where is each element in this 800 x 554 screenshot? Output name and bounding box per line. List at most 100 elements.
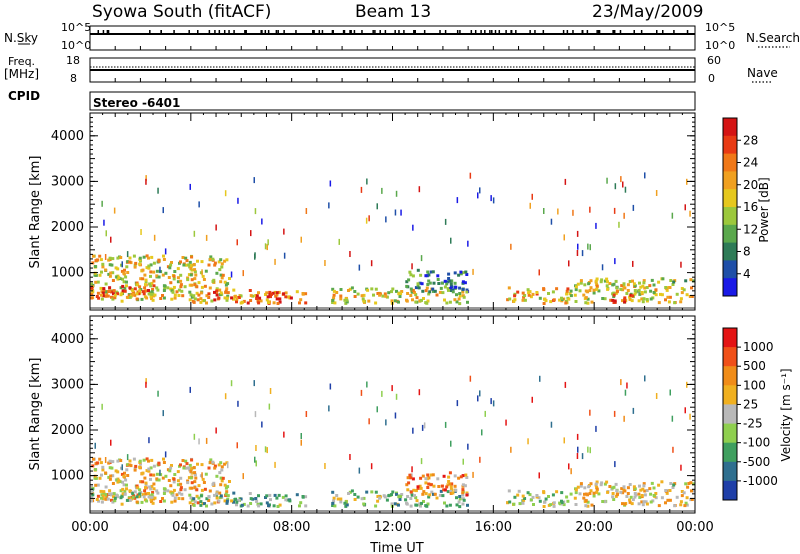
echo-cell — [141, 290, 145, 294]
scatter-echo — [601, 264, 604, 271]
echo-cell — [225, 501, 229, 505]
echo-cell — [579, 279, 583, 283]
scatter-echo — [164, 248, 167, 255]
echo-cell — [606, 280, 609, 284]
echo-cell — [339, 297, 343, 301]
echo-cell — [209, 458, 213, 462]
echo-cell — [522, 498, 526, 502]
echo-cell — [114, 266, 118, 270]
echo-cell — [590, 503, 594, 507]
echo-cell — [239, 294, 243, 298]
scatter-echo — [505, 419, 507, 426]
echo-cell — [299, 501, 303, 505]
echo-cell — [102, 288, 106, 292]
echo-cell — [192, 300, 196, 304]
echo-cell — [123, 268, 126, 272]
echo-cell — [528, 493, 532, 497]
echo-cell — [395, 289, 398, 293]
echo-cell — [665, 491, 669, 495]
echo-cell — [443, 279, 447, 283]
echo-cell — [690, 489, 693, 493]
echo-cell — [592, 291, 596, 295]
echo-cell — [215, 474, 219, 478]
scatter-echo — [564, 381, 567, 388]
echo-cell — [211, 460, 215, 464]
echo-cell — [654, 288, 658, 292]
echo-cell — [199, 300, 203, 304]
echo-cell — [410, 290, 414, 294]
echo-cell — [633, 487, 637, 491]
echo-cell — [135, 292, 139, 296]
echo-cell — [186, 479, 190, 483]
echo-cell — [176, 479, 180, 483]
scatter-echo — [103, 219, 105, 226]
echo-cell — [101, 262, 105, 266]
cpid-value: Stereo -6401 — [93, 96, 181, 110]
echo-cell — [133, 293, 137, 297]
echo-cell — [195, 285, 199, 289]
echo-cell — [150, 290, 154, 294]
scatter-echo — [224, 393, 227, 400]
scatter-echo — [358, 467, 361, 474]
echo-cell — [350, 286, 354, 290]
echo-cell — [649, 289, 653, 293]
colorbar-frame — [722, 327, 738, 501]
echo-cell — [170, 464, 173, 467]
echo-cell — [215, 496, 219, 500]
echo-cell — [235, 297, 239, 301]
echo-cell — [406, 476, 410, 480]
echo-cell — [671, 486, 675, 489]
echo-cell — [664, 298, 667, 302]
echo-cell — [182, 466, 186, 470]
scatter-echo — [411, 263, 413, 270]
echo-cell — [599, 483, 603, 487]
scatter-echo — [264, 243, 267, 250]
scatter-echo — [358, 264, 361, 271]
echo-cell — [159, 297, 163, 300]
echo-cell — [331, 287, 335, 291]
echo-cell — [454, 488, 458, 492]
echo-cell — [275, 496, 279, 500]
echo-cell — [220, 479, 224, 483]
echo-cell — [427, 482, 431, 486]
echo-cell — [179, 285, 183, 289]
nsky-label: N.Sky — [4, 31, 39, 45]
echo-cell — [152, 487, 156, 491]
echo-cell — [116, 470, 120, 474]
echo-cell — [155, 477, 159, 481]
echo-cell — [608, 485, 612, 488]
echo-cell — [374, 504, 378, 508]
echo-cell — [225, 499, 229, 503]
echo-cell — [99, 489, 103, 493]
echo-cell — [116, 267, 120, 271]
echo-cell — [138, 492, 142, 496]
echo-cell — [179, 283, 183, 287]
echo-cell — [149, 473, 153, 477]
scatter-echo — [563, 234, 565, 241]
echo-cell — [277, 493, 281, 497]
echo-cell — [529, 498, 533, 502]
echo-cell — [133, 496, 137, 500]
echo-cell — [597, 289, 601, 293]
echo-cell — [204, 472, 208, 476]
echo-cell — [622, 282, 626, 286]
echo-cell — [289, 296, 293, 300]
scatter-echo — [557, 208, 559, 215]
echo-cell — [176, 483, 180, 487]
echo-cell — [443, 501, 446, 505]
echo-cell — [276, 302, 280, 305]
echo-cell — [205, 504, 208, 508]
echo-cell — [584, 289, 588, 293]
echo-cell — [641, 300, 645, 304]
echo-cell — [255, 294, 259, 298]
echo-cell — [164, 271, 168, 275]
echo-cell — [100, 473, 103, 477]
echo-cell — [400, 290, 404, 293]
echo-cell — [691, 279, 695, 283]
echo-cell — [205, 301, 208, 305]
echo-cell — [125, 468, 129, 472]
colorbar-tick-label: -100 — [743, 436, 770, 450]
echo-cell — [144, 481, 148, 485]
echo-cell — [418, 484, 422, 488]
echo-cell — [657, 280, 661, 284]
